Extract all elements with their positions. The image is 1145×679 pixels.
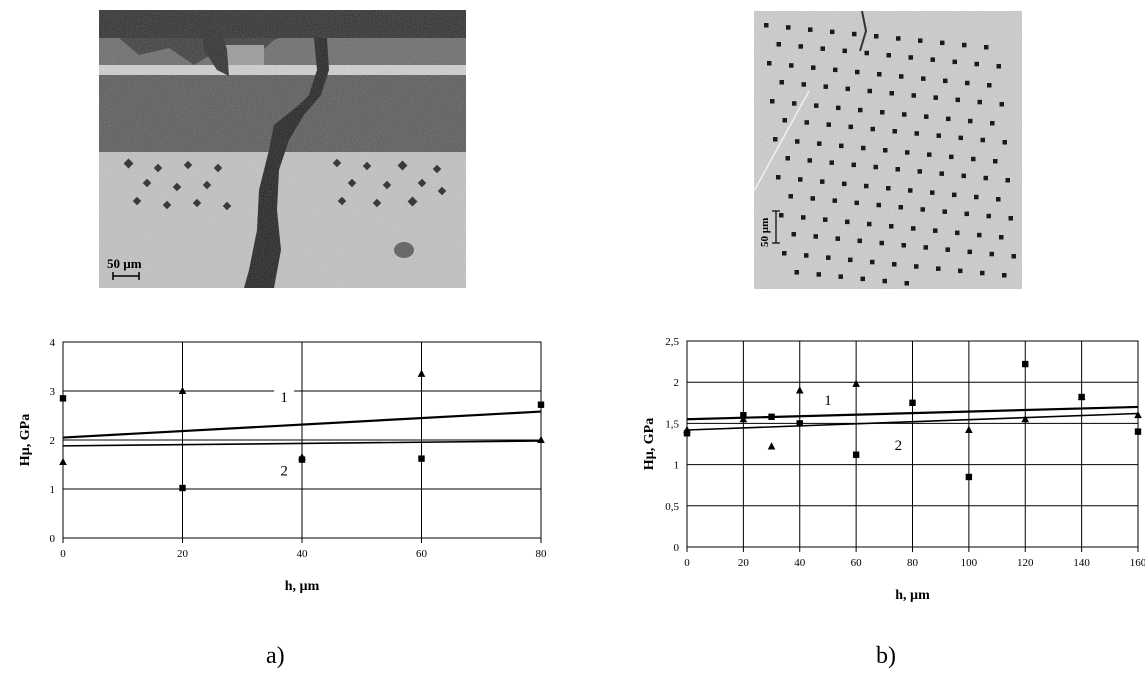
caption-a: a)	[266, 643, 285, 669]
chart-a-point-square	[298, 456, 306, 463]
chart-b-point-square	[1022, 360, 1029, 368]
chart-b-point-square	[740, 411, 747, 419]
chart-b-ytick-label: 1	[674, 460, 680, 472]
chart-b-point-triangle	[767, 442, 776, 450]
chart-b-trendline-1	[686, 405, 1139, 421]
chart-a-point-triangle	[59, 457, 67, 466]
chart-b-ytick-label: 1,5	[665, 418, 679, 430]
chart-a-point-square	[537, 401, 545, 408]
chart-a-ylabel: Hµ, GPa	[18, 414, 33, 466]
micrograph-b-image: 50 µm	[753, 10, 1022, 289]
chart-b-point-square	[1078, 393, 1085, 401]
chart-a-ytick-label: 2	[50, 435, 56, 447]
scale-bar-b: 50 µm	[759, 210, 780, 247]
chart-a: 0 1 2 3 4 0 20 40 60 80 1 2 h, µm Hµ, GPa	[0, 300, 580, 620]
chart-b-ytick-label: 2,5	[665, 336, 679, 348]
chart-b-ylabel: Hµ, GPa	[642, 418, 657, 470]
chart-b-point-triangle	[852, 379, 860, 387]
chart-b-xtick-label: 0	[684, 557, 690, 569]
chart-b-xtick-label: 140	[1073, 557, 1090, 569]
chart-a-xlabel: h, µm	[285, 579, 320, 594]
scale-label-a: 50 µm	[107, 256, 142, 271]
chart-a-xtick-label: 20	[177, 548, 189, 560]
chart-a-ytick-label: 3	[50, 386, 56, 398]
chart-b-xtick-label: 20	[738, 557, 750, 569]
chart-b-svg: 0 0,5 1 1,5 2 2,5 0 20 40 60 80 100 120 140 160 1 2 h, µm…	[642, 336, 1145, 603]
chart-b: 0 0,5 1 1,5 2 2,5 0 20 40 60 80 100 120 140 160 1 2 h, µm…	[630, 300, 1145, 620]
chart-a-xtick-label: 80	[536, 548, 548, 560]
chart-b-point-square	[768, 413, 775, 421]
chart-b-point-square	[909, 399, 916, 406]
chart-a-xtick-label: 40	[297, 548, 309, 560]
chart-a-point-square	[418, 455, 425, 462]
micrograph-b: 50 µm	[753, 10, 1022, 289]
indent-pattern-b	[764, 23, 1016, 286]
chart-a-ytick-label: 0	[50, 533, 56, 545]
chart-b-xtick-label: 160	[1130, 557, 1145, 569]
chart-b-point-square	[683, 430, 691, 437]
chart-b-ytick-label: 0	[674, 542, 680, 554]
chart-b-point-triangle	[795, 386, 804, 394]
chart-a-series-label-1: 1	[280, 390, 288, 406]
chart-b-xtick-label: 40	[794, 557, 806, 569]
chart-a-point-triangle	[178, 386, 187, 394]
chart-b-xtick-label: 120	[1017, 557, 1034, 569]
chart-b-xlabel: h, µm	[895, 588, 930, 603]
chart-a-trendline-1	[62, 410, 542, 439]
chart-b-series-label-1: 1	[824, 393, 832, 409]
chart-b-ytick-label: 2	[674, 377, 680, 389]
chart-a-point-square	[179, 484, 186, 492]
chart-b-plot-frame	[686, 340, 1139, 548]
chart-a-ytick-label: 1	[50, 484, 56, 496]
chart-a-series-label-2: 2	[280, 463, 288, 479]
chart-a-point-square	[59, 395, 67, 402]
chart-b-xtick-label: 100	[961, 557, 978, 569]
chart-b-point-square	[852, 451, 860, 458]
chart-b-point-triangle	[1134, 410, 1142, 419]
chart-b-point-square	[796, 420, 803, 427]
chart-b-xtick-label: 80	[907, 557, 919, 569]
chart-b-series-label-2: 2	[895, 438, 903, 454]
chart-b-point-triangle	[1021, 415, 1030, 423]
chart-a-point-triangle	[417, 369, 426, 377]
scale-label-b: 50 µm	[759, 218, 771, 247]
micrograph-a-image: 50 µm	[99, 10, 466, 288]
chart-b-point-triangle	[965, 425, 973, 433]
micrograph-a: 50 µm	[99, 10, 466, 288]
chart-a-point-triangle	[537, 435, 545, 443]
chart-a-xtick-label: 0	[60, 548, 66, 560]
caption-b: b)	[876, 643, 896, 669]
chart-b-point-square	[1134, 428, 1142, 435]
chart-b-xtick-label: 60	[851, 557, 863, 569]
chart-b-point-square	[965, 473, 973, 481]
chart-a-trendline-2	[62, 440, 542, 447]
chart-a-xtick-label: 60	[416, 548, 428, 560]
chart-b-ytick-label: 0,5	[665, 501, 679, 513]
chart-b-trendline-2	[686, 412, 1139, 431]
chart-a-ytick-label: 4	[50, 337, 56, 349]
chart-b-point-triangle	[739, 415, 748, 423]
